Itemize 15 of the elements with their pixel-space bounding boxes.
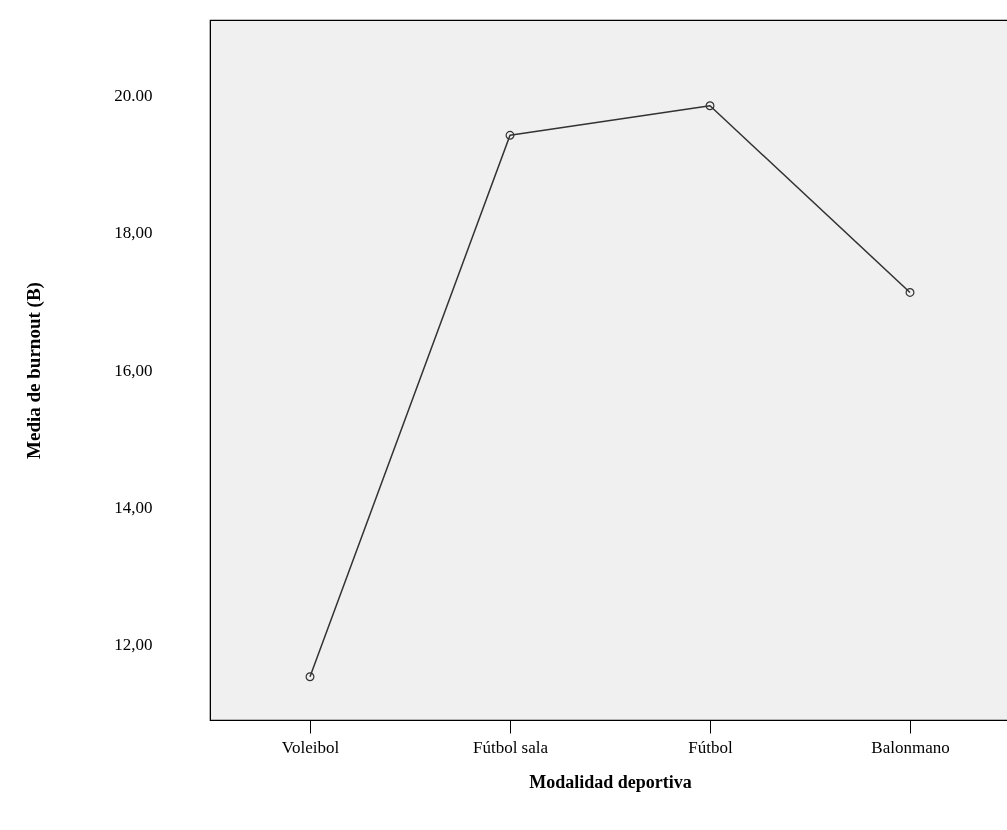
y-tick-label: 16,00 bbox=[114, 360, 153, 380]
x-tick-label: Fútbol bbox=[688, 737, 733, 757]
y-tick-label: 20.00 bbox=[114, 85, 153, 105]
point bbox=[305, 672, 315, 682]
y-tick-label: 12,00 bbox=[114, 635, 153, 655]
y-axis-title: Media de burnout (B) bbox=[23, 282, 46, 459]
point bbox=[705, 101, 715, 111]
x-tick-label: Voleibol bbox=[281, 737, 340, 757]
point bbox=[905, 287, 915, 297]
y-tick-label: 14,00 bbox=[114, 497, 153, 517]
x-tick-label: Fútbol sala bbox=[472, 737, 549, 757]
y-tick-label: 18,00 bbox=[114, 223, 153, 243]
x-axis-title: Modalidad deportiva bbox=[529, 771, 692, 792]
x-tick-label: Balonmano bbox=[871, 737, 950, 757]
point bbox=[505, 130, 515, 140]
